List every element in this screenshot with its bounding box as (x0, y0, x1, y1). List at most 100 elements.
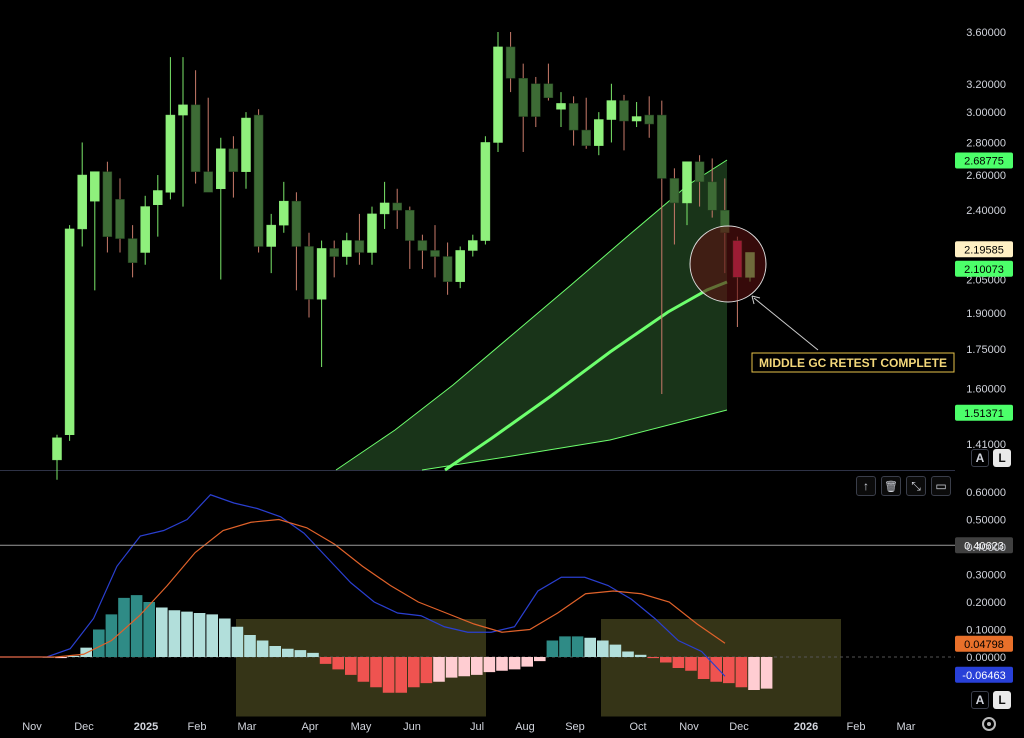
macd-histogram-bar (597, 640, 609, 657)
candle-body[interactable] (657, 114, 667, 179)
candle-body[interactable] (518, 78, 528, 117)
price-tick-label: 2.05000 (966, 275, 1006, 287)
candle-body[interactable] (153, 190, 163, 206)
candle-body[interactable] (417, 240, 428, 251)
candle-body[interactable] (304, 246, 314, 300)
candle-body[interactable] (468, 240, 478, 251)
candle-body[interactable] (342, 240, 352, 257)
macd-histogram-bar (319, 657, 332, 664)
candle-body[interactable] (266, 224, 276, 247)
candle-body[interactable] (228, 148, 239, 172)
macd-histogram-bar (143, 602, 155, 657)
macd-histogram-bar (345, 657, 357, 675)
log-scale-button[interactable]: L (993, 449, 1011, 467)
candle-body[interactable] (77, 174, 87, 230)
candle-body[interactable] (631, 116, 642, 122)
candle-body[interactable] (52, 437, 62, 461)
x-axis-label: 2026 (794, 721, 818, 733)
auto-scale-button-lower[interactable]: A (971, 691, 989, 709)
candle-body[interactable] (581, 129, 591, 146)
macd-value-tag (955, 635, 1013, 652)
candle-body[interactable] (430, 250, 440, 257)
candle-body[interactable] (405, 209, 415, 241)
candle-body[interactable] (644, 114, 654, 125)
candle-body[interactable] (241, 117, 251, 172)
candle-body[interactable] (203, 171, 213, 193)
x-axis-label: Feb (847, 721, 866, 733)
price-tick-label: 2.40000 (966, 205, 1006, 217)
candle-body[interactable] (367, 213, 377, 253)
candle-body[interactable] (178, 104, 188, 116)
x-axis-label: Nov (679, 721, 699, 733)
candle-body[interactable] (291, 200, 302, 247)
candle-body[interactable] (707, 181, 717, 211)
log-scale-button-lower[interactable]: L (993, 691, 1011, 709)
x-axis-label: Dec (74, 721, 94, 733)
candle-body[interactable] (682, 161, 692, 204)
candle-body[interactable] (316, 248, 327, 300)
highlight-circle (689, 225, 767, 303)
x-axis-label: Jun (403, 721, 421, 733)
signal-line (0, 518, 726, 658)
candle-body[interactable] (455, 250, 465, 282)
gear-icon[interactable] (982, 717, 996, 731)
x-axis-label: Mar (238, 721, 257, 733)
candle-body[interactable] (594, 119, 604, 146)
macd-histogram-bar (622, 651, 634, 657)
channel-lower-line (421, 409, 728, 471)
macd-histogram-bar (433, 657, 445, 682)
candle-body[interactable] (102, 171, 113, 237)
candle-body[interactable] (216, 148, 226, 190)
candle-body[interactable] (115, 199, 125, 239)
macd-histogram-bar (93, 629, 105, 657)
candle-body[interactable] (669, 178, 680, 204)
candle-body[interactable] (190, 104, 201, 172)
candle-body[interactable] (480, 142, 491, 241)
macd-histogram-bar (105, 614, 118, 657)
candle-body[interactable] (568, 103, 579, 131)
candle-body[interactable] (505, 46, 516, 79)
macd-histogram-bar (256, 640, 269, 657)
macd-histogram-bar (206, 614, 218, 657)
candle-body[interactable] (493, 46, 503, 143)
candle-body[interactable] (140, 206, 150, 253)
macd-value-tag-label: -0.06463 (962, 670, 1005, 682)
x-axis-label: Mar (897, 721, 916, 733)
candle-body[interactable] (127, 238, 138, 263)
price-tag-label: 2.68775 (964, 155, 1004, 167)
macd-histogram-bar (483, 657, 496, 673)
annotation-box (751, 352, 955, 373)
macd-histogram-bar (735, 657, 748, 688)
annotation-arrow-head (751, 295, 761, 305)
macd-histogram-bar (445, 657, 458, 678)
price-tag-label: 1.51371 (964, 408, 1004, 420)
candle-body[interactable] (90, 171, 100, 202)
candle-body[interactable] (165, 114, 176, 193)
macd-histogram-bar (395, 657, 407, 693)
macd-histogram-bar (382, 657, 395, 693)
maximize-icon[interactable]: ▭ (931, 476, 951, 496)
candle-body[interactable] (279, 200, 289, 226)
candle-body[interactable] (253, 114, 264, 247)
candle-body[interactable] (392, 202, 402, 211)
candle-body[interactable] (531, 83, 541, 117)
candle-body[interactable] (379, 202, 390, 215)
price-tick-label: 2.60000 (966, 170, 1006, 182)
collapse-icon[interactable]: ⤡ (906, 476, 926, 496)
candle-body[interactable] (329, 248, 339, 257)
candle-body[interactable] (354, 240, 365, 253)
macd-histogram-bar (672, 657, 685, 668)
candle-body[interactable] (556, 103, 566, 110)
delete-icon[interactable]: 🗑 (881, 476, 901, 496)
auto-scale-button[interactable]: A (971, 449, 989, 467)
candle-body[interactable] (543, 83, 554, 98)
candle-body[interactable] (606, 100, 617, 120)
macd-histogram-bar (471, 657, 483, 675)
move-up-icon[interactable]: ↑ (856, 476, 876, 496)
candle-body[interactable] (694, 161, 705, 183)
candle-body[interactable] (619, 100, 629, 122)
macd-histogram-bar (357, 657, 370, 682)
candle-body[interactable] (64, 228, 75, 435)
candle-body[interactable] (442, 256, 453, 282)
